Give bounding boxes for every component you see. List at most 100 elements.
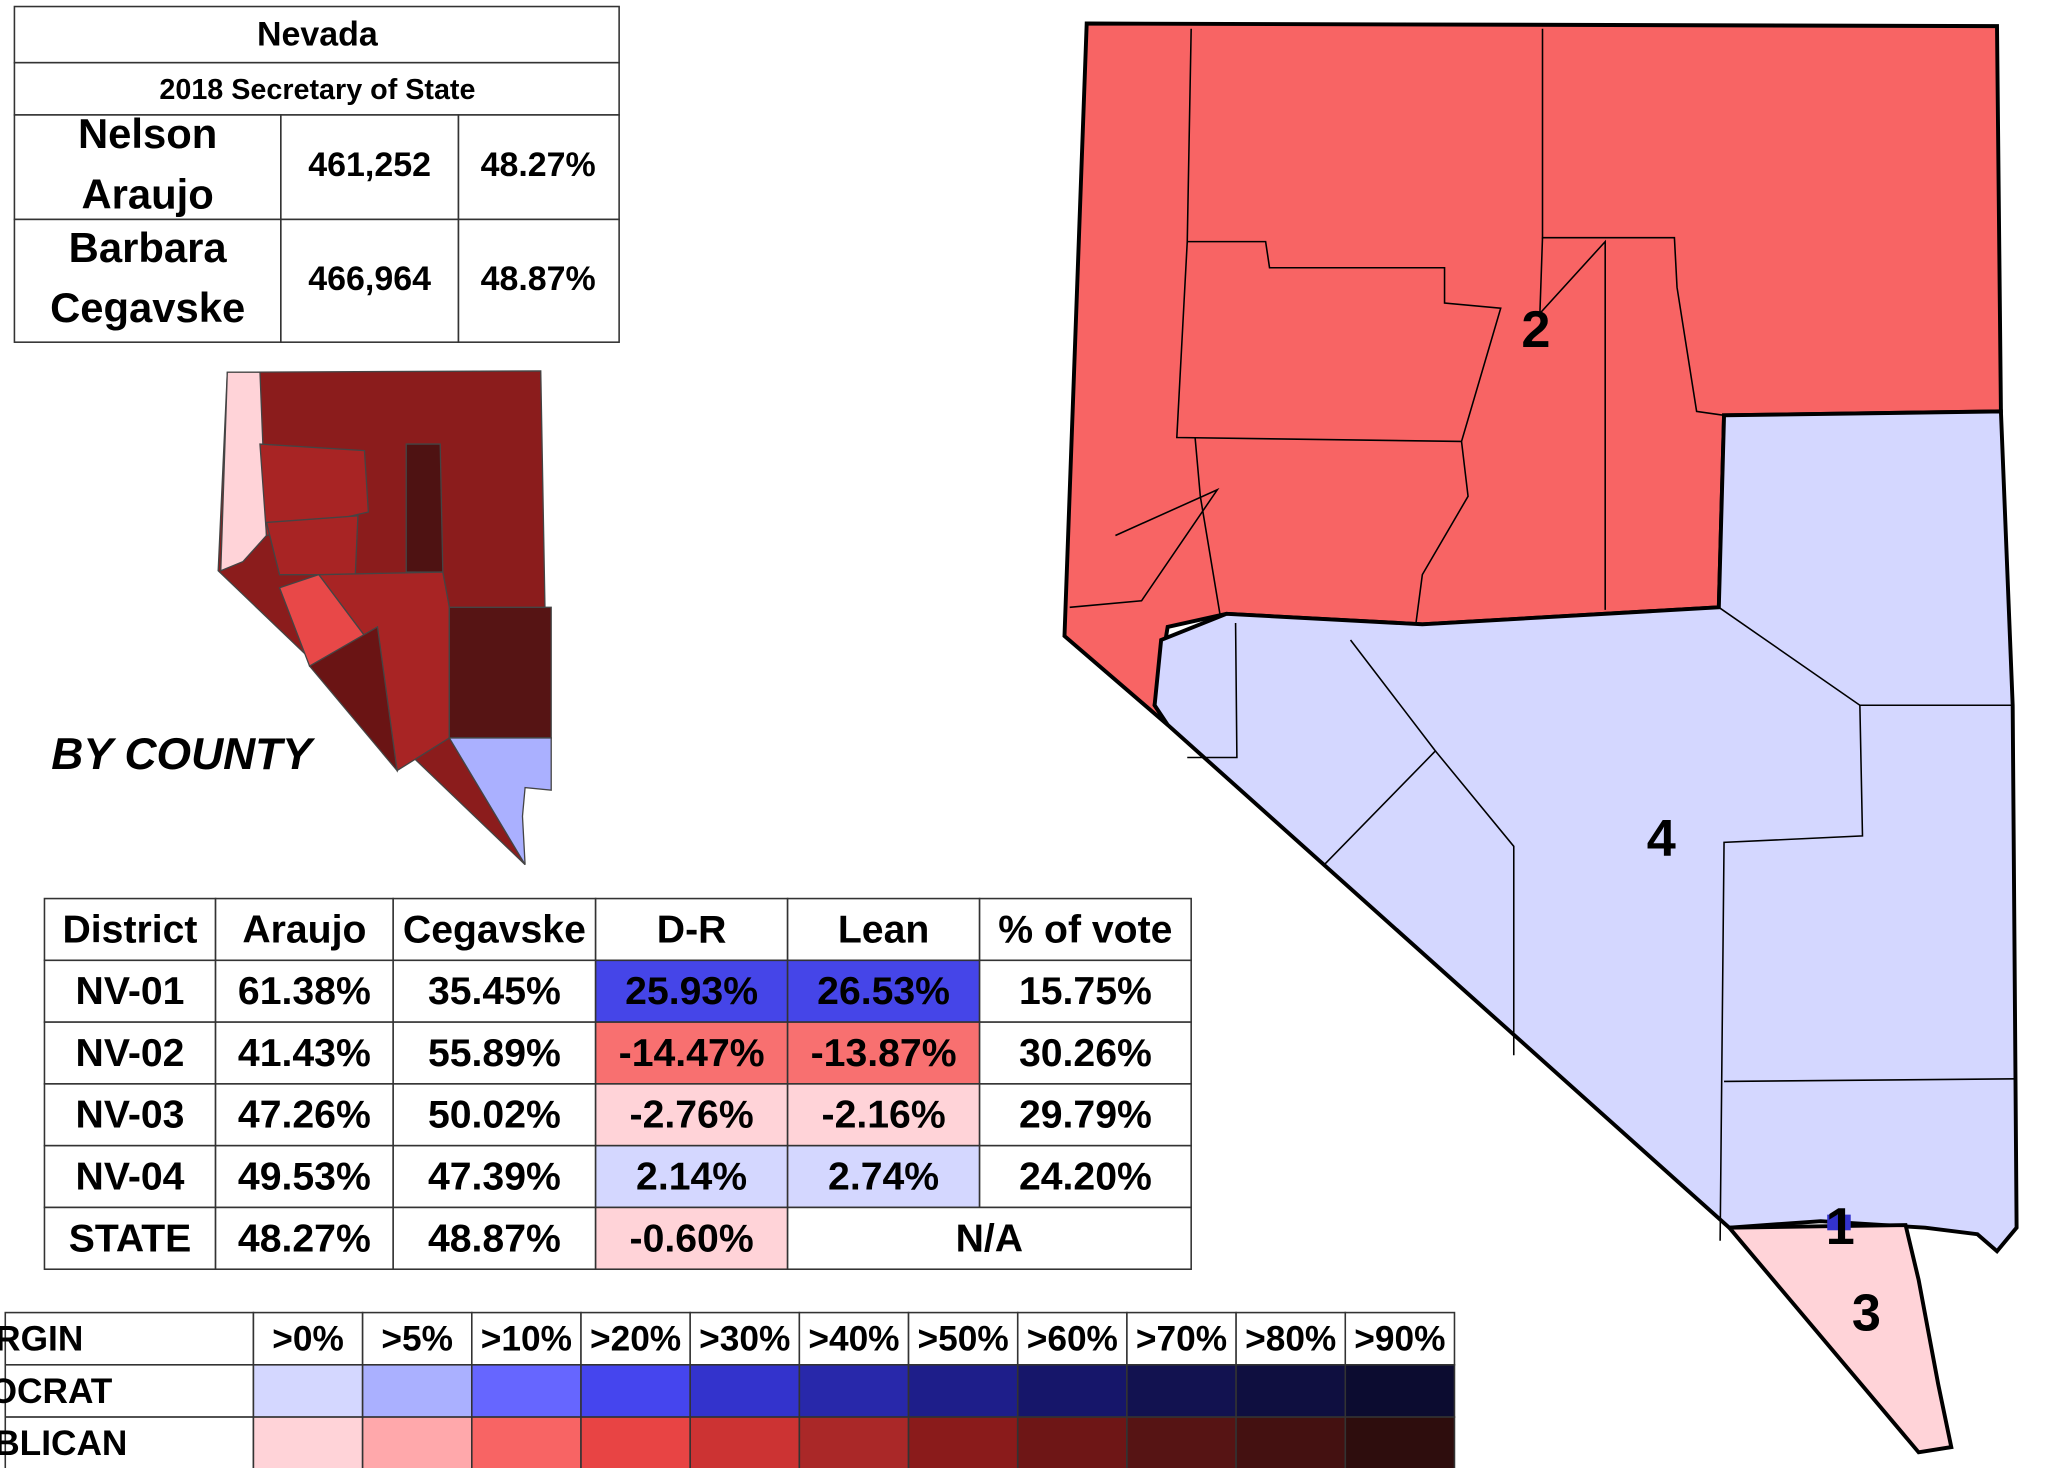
- table-cell: [214, 1083, 394, 1147]
- table-cell: [4, 1416, 255, 1468]
- table-value: 49.53%: [238, 1156, 371, 1199]
- legend-header: >0%: [272, 1320, 344, 1359]
- candidate-name: Cegavske: [50, 284, 245, 331]
- district-label: 2: [1521, 301, 1550, 359]
- table-cell: [907, 1416, 1019, 1468]
- table-cell: [361, 1364, 473, 1418]
- table-cell: [361, 1416, 473, 1468]
- column-header: % of vote: [998, 908, 1172, 951]
- table-cell: [798, 1364, 910, 1418]
- table-cell: [1344, 1364, 1456, 1418]
- table-cell: [1016, 1416, 1128, 1468]
- table-value: 61.38%: [238, 970, 371, 1013]
- table-cell: [786, 897, 981, 962]
- table-cell: [580, 1311, 691, 1366]
- table-cell: [580, 1416, 691, 1468]
- legend-header: >80%: [1245, 1320, 1336, 1359]
- table-value: NV-02: [76, 1032, 185, 1075]
- table-value: 30.26%: [1019, 1032, 1152, 1075]
- table-value: 48.27%: [238, 1217, 371, 1260]
- table-cell: [471, 1364, 582, 1418]
- legend-header: >5%: [381, 1320, 453, 1359]
- table-cell: [786, 1083, 981, 1147]
- table-cell: [392, 897, 597, 962]
- table-value: 47.26%: [238, 1094, 371, 1137]
- table-cell: [13, 114, 282, 221]
- table-cell: [1126, 1364, 1237, 1418]
- table-cell: [214, 897, 394, 962]
- table-cell: [471, 1416, 582, 1468]
- table-value: 2.74%: [828, 1156, 939, 1199]
- title: Nevada: [257, 16, 379, 54]
- table-value: 55.89%: [428, 1032, 561, 1075]
- table-cell: [1126, 1416, 1237, 1468]
- legend-header: >30%: [699, 1320, 790, 1359]
- table-value: 26.53%: [817, 970, 950, 1013]
- table-cell: [786, 1206, 1192, 1271]
- district-3: [1725, 1223, 1954, 1455]
- subtitle: 2018 Secretary of State: [159, 74, 475, 106]
- legend-row-label: DEMOCRAT: [0, 1372, 113, 1411]
- legend-header: MARGIN: [0, 1320, 83, 1359]
- district-label: 4: [1647, 810, 1676, 868]
- candidate-name: Barbara: [69, 224, 228, 271]
- table-cell: [978, 897, 1192, 962]
- column-header: Araujo: [242, 908, 366, 951]
- table-cell: [580, 1364, 691, 1418]
- table-cell: [13, 218, 282, 343]
- table-cell: [689, 1364, 801, 1418]
- legend-header: >70%: [1136, 1320, 1227, 1359]
- legend-header: >40%: [808, 1320, 899, 1359]
- column-header: Cegavske: [403, 908, 586, 951]
- table-value: 24.20%: [1019, 1156, 1152, 1199]
- table-cell: [786, 959, 981, 1023]
- table-cell: [392, 1206, 597, 1271]
- table-cell: [1235, 1364, 1347, 1418]
- table-cell: [280, 114, 460, 221]
- table-cell: [1235, 1311, 1347, 1366]
- table-value: -14.47%: [619, 1032, 765, 1075]
- table-value: 50.02%: [428, 1094, 561, 1137]
- district-1: [1827, 1214, 1851, 1231]
- table-value: -13.87%: [811, 1032, 957, 1075]
- table-cell: [43, 959, 217, 1023]
- table-cell: [1016, 1364, 1128, 1418]
- table-cell: [471, 1311, 582, 1366]
- table-cell: [1126, 1311, 1237, 1366]
- table-cell: [4, 1364, 255, 1418]
- county-map-label: BY COUNTY: [51, 730, 315, 779]
- table-cell: [1344, 1311, 1456, 1366]
- table-cell: [1235, 1416, 1347, 1468]
- table-cell: [786, 1144, 981, 1209]
- table-cell: [43, 897, 217, 962]
- district-4: [1152, 409, 2019, 1254]
- table-cell: [978, 1021, 1192, 1085]
- district-label: 1: [1826, 1198, 1855, 1256]
- table-value: NV-03: [76, 1094, 185, 1137]
- table-cell: [1344, 1416, 1456, 1468]
- table-cell: [689, 1311, 801, 1366]
- table-value: -2.16%: [822, 1094, 946, 1137]
- county-map: [217, 370, 552, 866]
- table-cell: [907, 1364, 1019, 1418]
- table-value: NV-01: [76, 970, 185, 1013]
- table-value: 47.39%: [428, 1156, 561, 1199]
- table-cell: [392, 959, 597, 1023]
- table-value: 35.45%: [428, 970, 561, 1013]
- table-cell: [689, 1416, 801, 1468]
- table-cell: [392, 1083, 597, 1147]
- table-value: 29.79%: [1019, 1094, 1152, 1137]
- column-header: District: [63, 908, 198, 951]
- table-cell: [4, 1311, 255, 1366]
- table-value: 25.93%: [625, 970, 758, 1013]
- legend-header: >50%: [918, 1320, 1009, 1359]
- candidate-pct: 48.27%: [481, 146, 596, 184]
- table-cell: [978, 959, 1192, 1023]
- table-value: N/A: [956, 1217, 1023, 1260]
- legend-row-label: REPUBLICAN: [0, 1424, 127, 1463]
- district-label: 3: [1852, 1284, 1881, 1342]
- legend-header: >60%: [1027, 1320, 1118, 1359]
- table-value: STATE: [69, 1217, 192, 1260]
- table-value: -2.76%: [630, 1094, 754, 1137]
